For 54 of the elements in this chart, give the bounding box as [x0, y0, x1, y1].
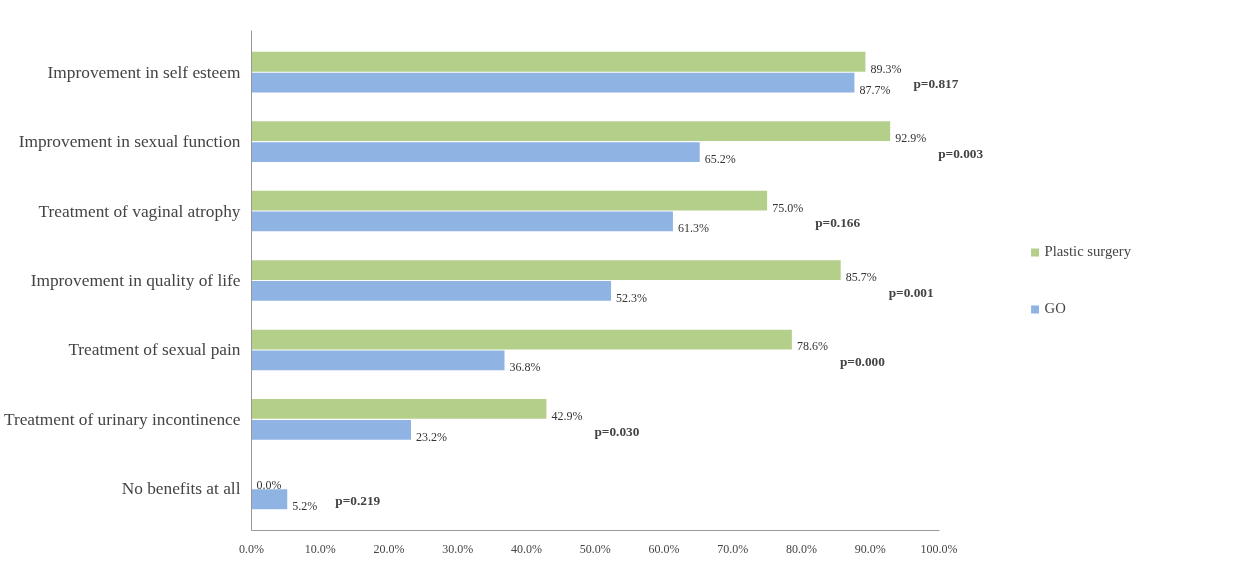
annotation: p=0.000 — [839, 354, 886, 370]
annotation: p=0.030 — [594, 423, 640, 439]
bar — [251, 211, 673, 232]
bar — [251, 419, 411, 440]
data-label: 52.3% — [616, 290, 648, 305]
x-tick-label: 90.0% — [854, 541, 886, 556]
data-label: 89.3% — [870, 61, 902, 76]
x-tick-label: 30.0% — [442, 541, 474, 556]
x-tick-label: 60.0% — [648, 541, 680, 556]
x-tick-label: 0.0% — [239, 541, 264, 556]
bar — [251, 51, 866, 72]
bar — [251, 489, 288, 510]
annotation: p=0.219 — [335, 493, 381, 509]
y-tick-label: Improvement in sexual function — [18, 132, 241, 152]
x-tick-label: 10.0% — [304, 541, 336, 556]
bar — [251, 281, 612, 301]
x-tick-label: 100.0% — [920, 541, 958, 556]
bar — [251, 142, 700, 162]
bar — [251, 350, 505, 371]
y-tick-label: Treatment of urinary incontinence — [3, 409, 241, 429]
x-tick-label: 50.0% — [579, 541, 611, 556]
data-label: 85.7% — [845, 270, 877, 285]
data-label: 0.0% — [256, 478, 282, 493]
bar — [251, 329, 792, 350]
data-label: 75.0% — [772, 200, 804, 215]
data-label: 5.2% — [292, 499, 318, 514]
data-label: 87.7% — [859, 82, 891, 97]
bar — [251, 190, 768, 211]
bar — [251, 72, 855, 93]
bar — [251, 121, 891, 142]
y-tick-label: No benefits at all — [121, 479, 241, 499]
legend-label: Plastic surgery — [1044, 243, 1131, 260]
x-tick-label: 80.0% — [786, 541, 817, 556]
y-tick-label: Improvement in self esteem — [47, 62, 242, 82]
bar — [251, 260, 841, 280]
data-label: 92.9% — [895, 131, 927, 146]
annotation: p=0.817 — [913, 76, 959, 92]
data-label: 61.3% — [677, 221, 709, 236]
y-tick-label: Improvement in quality of life — [30, 271, 241, 290]
annotation: p=0.003 — [938, 145, 984, 161]
x-tick-label: 40.0% — [511, 541, 542, 556]
data-label: 78.6% — [796, 339, 828, 354]
x-tick-label: 70.0% — [717, 541, 749, 556]
x-tick-label: 20.0% — [373, 541, 405, 556]
legend-label: GO — [1044, 300, 1066, 317]
data-label: 23.2% — [416, 429, 447, 444]
y-tick-label: Treatment of sexual pain — [68, 340, 241, 360]
annotation: p=0.001 — [888, 284, 934, 300]
bar — [251, 399, 547, 419]
data-label: 65.2% — [704, 151, 736, 166]
annotation: p=0.166 — [815, 215, 861, 231]
y-tick-label: Treatment of vaginal atrophy — [38, 201, 241, 221]
data-label: 42.9% — [551, 408, 583, 423]
data-label: 36.8% — [509, 360, 541, 375]
